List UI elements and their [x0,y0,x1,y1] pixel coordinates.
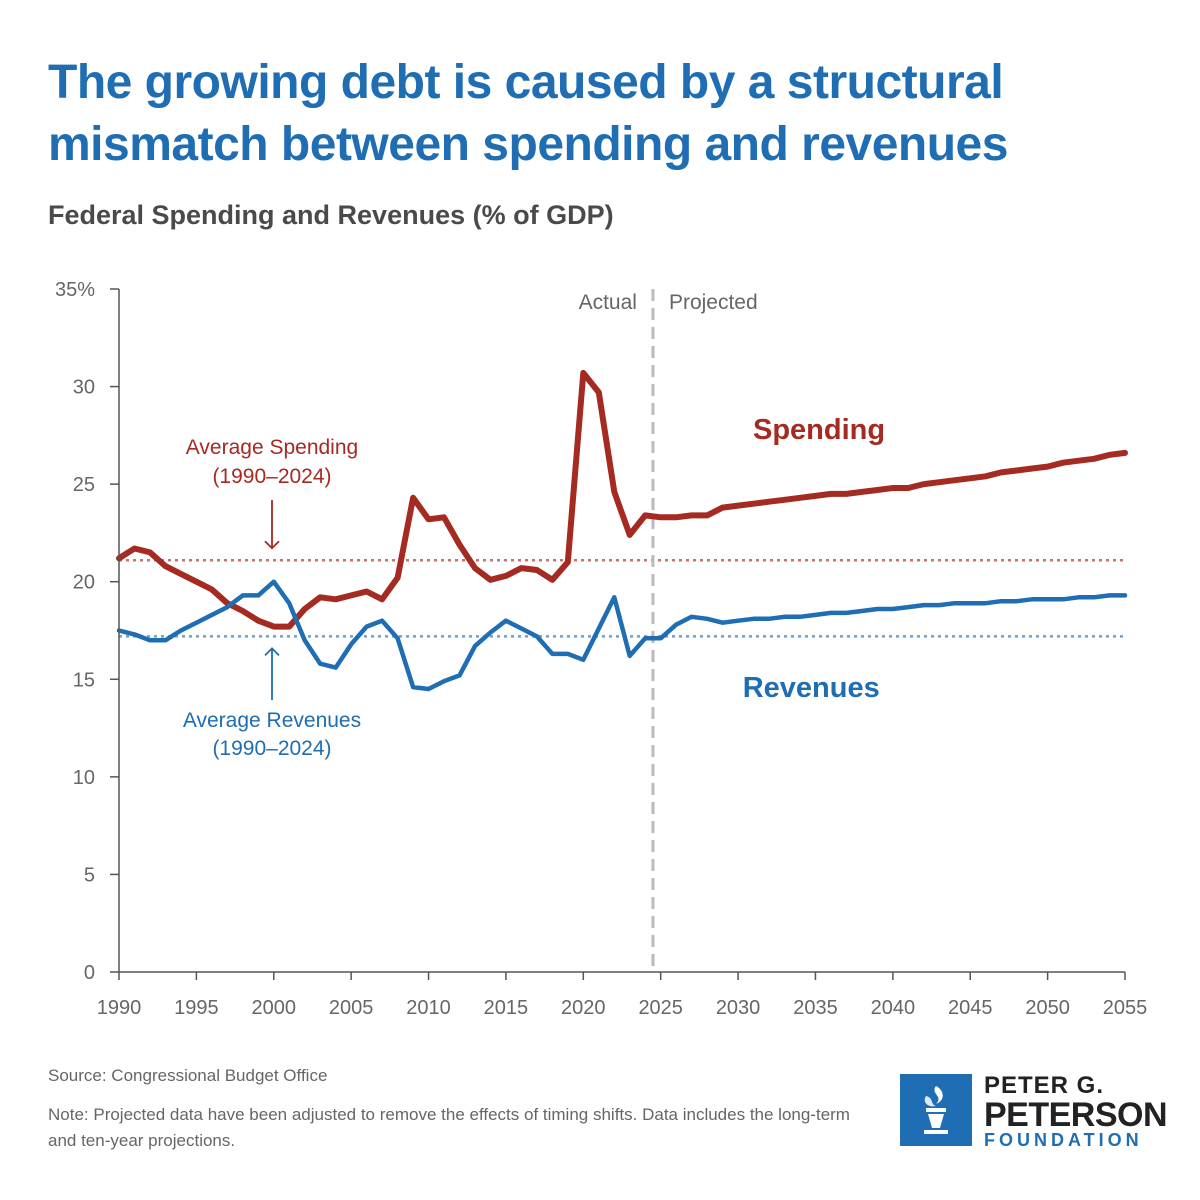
x-tick-label: 2010 [406,997,451,1019]
x-tick-label: 2035 [793,997,838,1019]
x-tick-label: 2000 [252,997,297,1019]
y-tick-label: 10 [73,767,95,789]
y-tick-label: 15 [73,669,95,691]
data-note: Note: Projected data have been adjusted … [48,1105,850,1150]
average-revenues-annotation: Average Revenues (1990–2024) [183,647,361,760]
torch-icon [900,1074,972,1146]
x-axis-ticks: 1990 1995 2000 2005 2010 2015 2020 2025 2030 2035… [97,972,1148,1019]
source-note: Source: Congressional Budget Office [48,1066,328,1085]
x-tick-label: 2020 [561,997,606,1019]
x-tick-label: 1995 [174,997,219,1019]
logo-text-line1: PETER G. [984,1072,1105,1099]
x-tick-label: 2055 [1103,997,1148,1019]
average-spending-annotation: Average Spending (1990–2024) [186,436,358,550]
x-tick-label: 2030 [716,997,761,1019]
y-tick-label: 20 [73,572,95,594]
y-tick-label: 25 [73,474,95,496]
y-tick-label: 30 [73,377,95,399]
spending-line [116,369,1128,630]
y-tick-label: 0 [84,962,95,984]
y-axis-ticks: 0 5 10 15 20 25 30 35% [55,279,119,984]
chart-subtitle: Federal Spending and Revenues (% of GDP) [48,200,614,230]
logo-text-line3: FOUNDATION [984,1130,1143,1150]
average-revenues-arrow [264,647,280,700]
x-tick-label: 2005 [329,997,374,1019]
average-spending-period: (1990–2024) [212,465,331,488]
average-revenues-period: (1990–2024) [212,737,331,760]
revenues-series-label: Revenues [743,672,880,704]
series-lines [116,369,1128,692]
average-revenues-label: Average Revenues [183,709,361,732]
spending-series-label: Spending [753,414,885,446]
projected-label: Projected [669,291,758,314]
x-tick-label: 2025 [638,997,683,1019]
x-tick-label: 2040 [871,997,916,1019]
peterson-foundation-logo: PETER G. PETERSON FOUNDATION [900,1072,1168,1150]
average-spending-label: Average Spending [186,436,358,459]
chart-title: The growing debt is caused by a structur… [48,56,1008,171]
x-tick-label: 2045 [948,997,993,1019]
x-tick-label: 2015 [484,997,529,1019]
average-spending-arrow [264,500,280,550]
x-tick-label: 2050 [1025,997,1070,1019]
y-tick-label: 35% [55,279,95,301]
actual-label: Actual [579,291,637,314]
x-tick-label: 1990 [97,997,142,1019]
y-tick-label: 5 [84,864,95,886]
logo-text-line2: PETERSON [984,1096,1168,1134]
revenues-line [116,579,1128,692]
